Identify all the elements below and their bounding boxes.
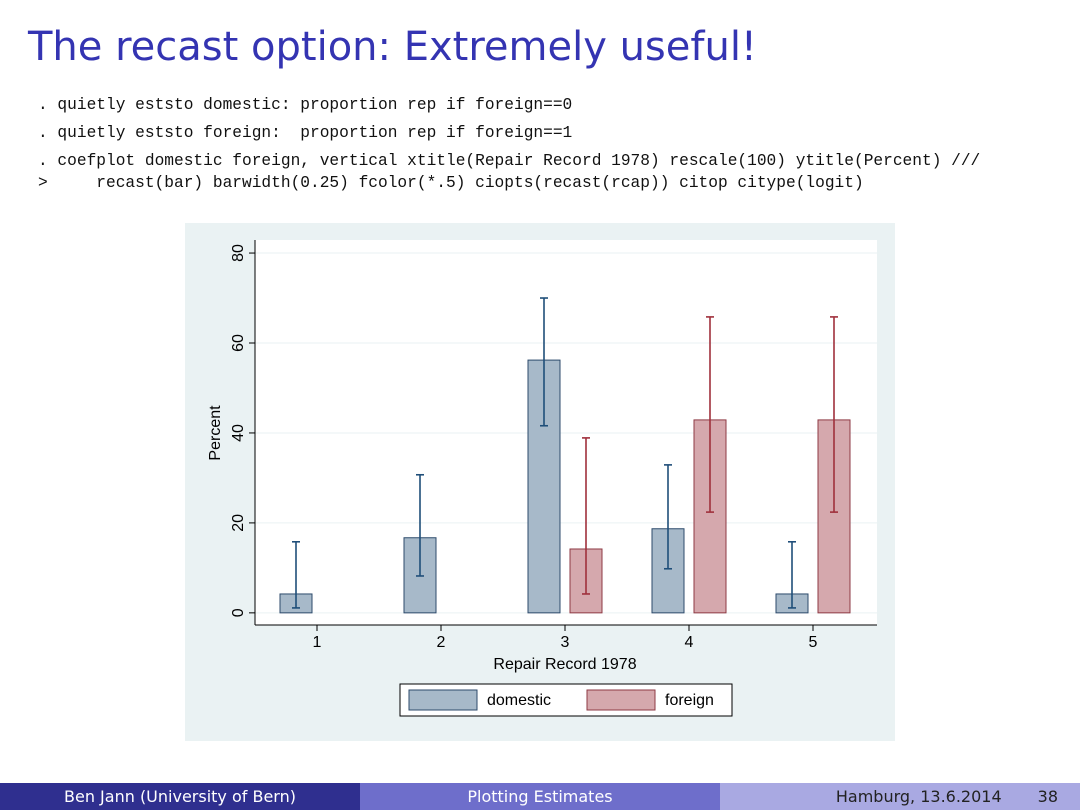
legend-swatch — [586, 689, 656, 711]
footer-author: Ben Jann (University of Bern) — [0, 783, 360, 810]
legend-swatch — [408, 689, 478, 711]
x-tick-label: 2 — [437, 634, 446, 651]
x-tick-label: 4 — [685, 634, 694, 651]
x-tick-label: 1 — [313, 634, 322, 651]
footer-date: Hamburg, 13.6.2014 — [835, 787, 1002, 806]
y-tick-label: 80 — [230, 244, 247, 262]
x-tick-label: 3 — [561, 634, 570, 651]
code-line: . quietly eststo foreign: proportion rep… — [38, 124, 573, 142]
legend-label: domestic — [487, 692, 551, 709]
y-tick-label: 0 — [230, 608, 247, 617]
x-axis-title: Repair Record 1978 — [493, 656, 636, 673]
code-line: . quietly eststo domestic: proportion re… — [38, 96, 573, 114]
footer-topic: Plotting Estimates — [360, 783, 720, 810]
y-tick-label: 20 — [230, 514, 247, 532]
legend-label: foreign — [665, 692, 714, 709]
footer-info: Hamburg, 13.6.2014 38 — [720, 783, 1080, 810]
slide-title: The recast option: Extremely useful! — [28, 24, 757, 70]
y-tick-label: 40 — [230, 424, 247, 442]
y-axis-title: Percent — [207, 405, 224, 461]
code-line: > recast(bar) barwidth(0.25) fcolor(*.5)… — [38, 174, 864, 192]
x-tick-label: 5 — [809, 634, 818, 651]
footer: Ben Jann (University of Bern) Plotting E… — [0, 783, 1080, 810]
code-line: . coefplot domestic foreign, vertical xt… — [38, 152, 981, 170]
y-tick-label: 60 — [230, 334, 247, 352]
footer-page: 38 — [1037, 787, 1058, 806]
